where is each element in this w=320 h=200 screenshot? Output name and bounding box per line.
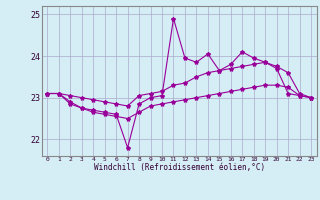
X-axis label: Windchill (Refroidissement éolien,°C): Windchill (Refroidissement éolien,°C) [94,163,265,172]
